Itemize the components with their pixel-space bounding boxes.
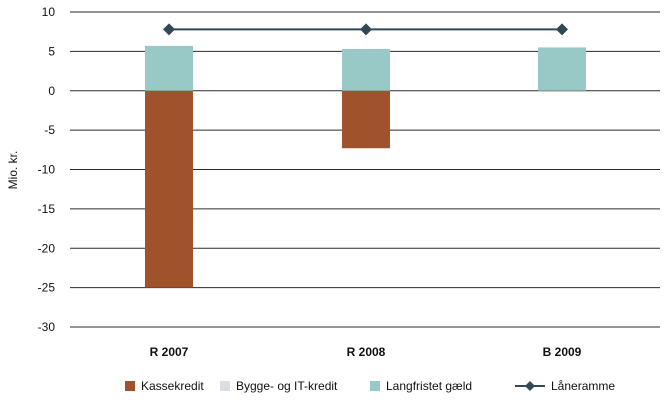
legend-swatch [125, 381, 135, 391]
line-marker [163, 23, 175, 36]
y-tick-label: -25 [38, 281, 56, 295]
legend: Kassekredit Bygge- og IT-kredit Langfriste… [125, 379, 615, 393]
y-axis-title: Mio. kr. [6, 151, 20, 190]
x-tick-label: R 2008 [347, 345, 386, 359]
y-tick-label: 10 [42, 5, 56, 19]
legend-label: Langfristet gæld [386, 379, 472, 393]
bar [342, 90, 390, 149]
bar [538, 47, 586, 91]
y-tick-label: -15 [38, 202, 56, 216]
x-tick-label: B 2009 [543, 345, 582, 359]
legend-swatch [220, 381, 230, 391]
line-marker [360, 23, 372, 36]
y-tick-label: -5 [44, 123, 55, 137]
x-tick-label: R 2007 [150, 345, 189, 359]
x-axis-labels: R 2007 R 2008 B 2009 [150, 345, 582, 359]
legend-swatch [370, 381, 380, 391]
y-axis-ticks: 10 5 0 -5 -10 -15 -20 -25 -30 [38, 5, 56, 334]
legend-marker [525, 381, 535, 391]
legend-label: Bygge- og IT-kredit [236, 379, 338, 393]
y-tick-label: -10 [38, 163, 56, 177]
y-tick-label: 5 [48, 44, 55, 58]
legend-label: Kassekredit [141, 379, 204, 393]
legend-label: Låneramme [551, 379, 615, 393]
bars [145, 45, 586, 288]
line-series [163, 23, 568, 36]
y-tick-label: 0 [48, 84, 55, 98]
y-tick-label: -30 [38, 320, 56, 334]
y-tick-label: -20 [38, 241, 56, 255]
bar [342, 49, 390, 91]
line-marker [556, 23, 568, 36]
bar [145, 45, 193, 91]
bar [145, 90, 193, 288]
